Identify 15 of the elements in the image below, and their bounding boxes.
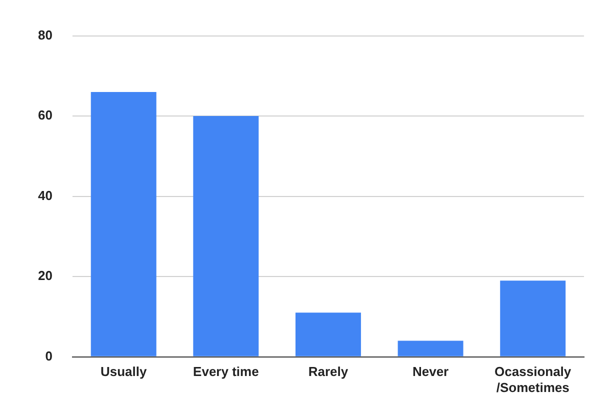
bar bbox=[500, 280, 566, 356]
y-tick-label: 20 bbox=[38, 268, 52, 284]
bar bbox=[90, 92, 156, 356]
x-tick-label: Ocassionaly/Sometimes bbox=[494, 364, 572, 395]
y-tick-label: 60 bbox=[38, 108, 52, 123]
y-tick-label: 80 bbox=[38, 27, 52, 42]
y-tick-label: 0 bbox=[45, 348, 52, 364]
bar bbox=[398, 340, 464, 356]
x-tick-label: Never bbox=[412, 364, 449, 380]
bar bbox=[295, 312, 361, 356]
x-tick-label: Usually bbox=[100, 364, 148, 380]
y-tick-label: 40 bbox=[38, 188, 52, 203]
x-tick-label: Every time bbox=[193, 364, 259, 380]
x-tick-label: Rarely bbox=[308, 364, 349, 380]
bar bbox=[193, 116, 259, 356]
